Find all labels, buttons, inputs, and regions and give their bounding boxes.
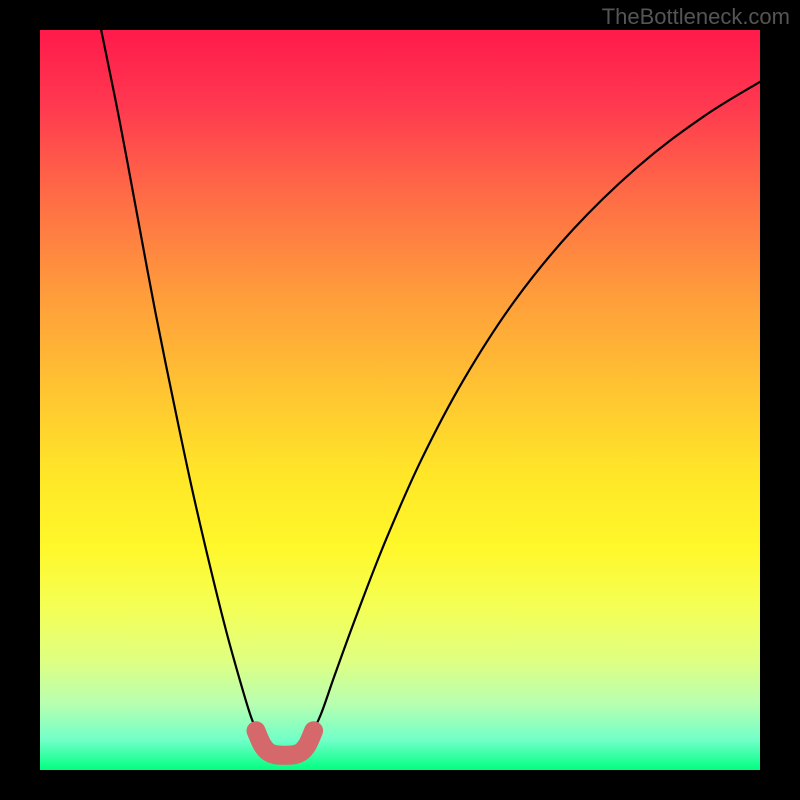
plot-background [40, 30, 760, 770]
bottleneck-chart [0, 0, 800, 800]
watermark-text: TheBottleneck.com [602, 4, 790, 30]
